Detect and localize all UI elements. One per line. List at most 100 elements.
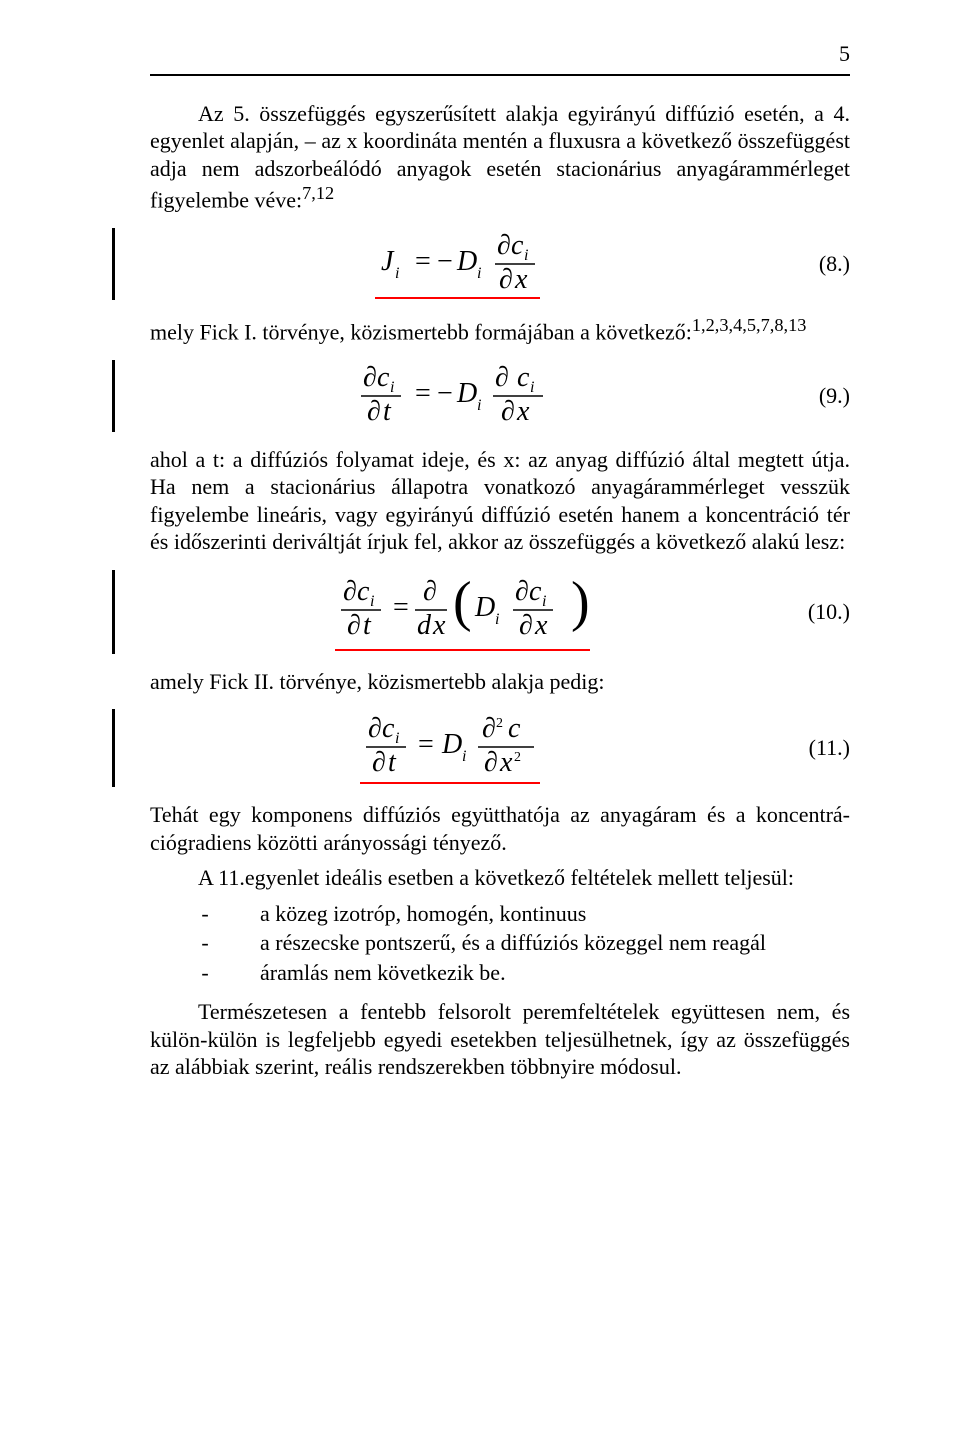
svg-text:∂: ∂ [367, 396, 381, 427]
svg-text:∂: ∂ [495, 362, 509, 393]
equation-8-svg: J i = − D i ∂ c i ∂ x [375, 228, 555, 300]
svg-text:D: D [456, 246, 477, 277]
condition-3: - áramlás nem következik be. [150, 959, 850, 987]
document-page: 5 Az 5. összefüggés egyszerűsített alakj… [0, 0, 960, 1447]
svg-text:D: D [441, 729, 462, 760]
condition-1-text: a közeg izotróp, homogén, kontinuus [260, 900, 850, 928]
equation-9-block: ∂ c i ∂ t = − D i ∂ c i ∂ x [112, 360, 850, 432]
equation-10-block: ∂ c i ∂ t = ∂ d x ( ) D i [112, 570, 850, 654]
svg-text:∂: ∂ [501, 396, 515, 427]
svg-text:2: 2 [496, 716, 503, 731]
equation-marginal-bar [112, 360, 115, 432]
svg-text:(: ( [453, 571, 472, 633]
svg-text:c: c [357, 576, 370, 607]
equation-11: ∂ c i ∂ t = D i ∂ 2 c ∂ x 2 [150, 709, 780, 787]
svg-text:−: − [437, 378, 453, 409]
page-number: 5 [150, 40, 850, 68]
condition-2-text: a részecske pontszerű, és a diffúziós kö… [260, 929, 850, 957]
paragraph-1-text: Az 5. összefüggés egyszerűsített alakja … [150, 101, 850, 213]
svg-text:∂: ∂ [347, 610, 361, 641]
svg-text:i: i [524, 247, 528, 264]
svg-text:∂: ∂ [515, 576, 529, 607]
svg-text:c: c [517, 362, 530, 393]
paragraph-7: Természetesen a fentebb felsorolt peremf… [150, 998, 850, 1081]
paragraph-3: ahol a t: a diffúziós folyamat ideje, és… [150, 446, 850, 556]
svg-text:D: D [474, 592, 495, 623]
dash-bullet: - [150, 900, 260, 928]
svg-text:∂: ∂ [372, 747, 386, 778]
svg-text:i: i [477, 397, 481, 414]
svg-text:D: D [456, 378, 477, 409]
svg-text:c: c [511, 230, 524, 261]
equation-marginal-bar [112, 228, 115, 300]
paragraph-1-citation: 7,12 [302, 183, 334, 203]
svg-text:t: t [363, 610, 372, 641]
paragraph-2-text: mely Fick I. törvénye, közismertebb form… [150, 319, 692, 344]
equation-11-number: (11.) [780, 734, 850, 762]
svg-text:i: i [462, 748, 466, 765]
svg-text:∂: ∂ [482, 713, 496, 744]
svg-text:−: − [437, 246, 453, 277]
equation-marginal-bar [112, 709, 115, 787]
svg-text:): ) [571, 571, 590, 633]
svg-text:=: = [418, 729, 434, 760]
svg-text:c: c [508, 713, 521, 744]
equation-marginal-bar [112, 570, 115, 654]
equation-9-svg: ∂ c i ∂ t = − D i ∂ c i ∂ x [355, 360, 575, 432]
svg-text:x: x [534, 610, 548, 641]
svg-text:x: x [514, 264, 528, 295]
svg-text:c: c [529, 576, 542, 607]
svg-text:i: i [395, 730, 399, 747]
svg-text:i: i [395, 265, 399, 282]
svg-text:∂: ∂ [484, 747, 498, 778]
equation-9-number: (9.) [780, 382, 850, 410]
svg-text:x: x [499, 747, 513, 778]
svg-text:∂: ∂ [368, 713, 382, 744]
condition-3-text: áramlás nem következik be. [260, 959, 850, 987]
svg-text:∂: ∂ [363, 362, 377, 393]
paragraph-6: A 11.egyenlet ideális esetben a következ… [150, 864, 850, 892]
dash-bullet: - [150, 959, 260, 987]
equation-8-block: J i = − D i ∂ c i ∂ x (8.) [112, 228, 850, 300]
dash-bullet: - [150, 929, 260, 957]
svg-text:i: i [530, 379, 534, 396]
svg-text:∂: ∂ [423, 576, 437, 607]
svg-text:c: c [377, 362, 390, 393]
paragraph-2-citation: 1,2,3,4,5,7,8,13 [692, 315, 807, 335]
equation-10: ∂ c i ∂ t = ∂ d x ( ) D i [150, 570, 780, 654]
svg-text:=: = [415, 378, 431, 409]
equation-8-number: (8.) [780, 250, 850, 278]
svg-text:d: d [417, 610, 432, 641]
svg-text:i: i [390, 379, 394, 396]
svg-text:c: c [382, 713, 395, 744]
condition-1: - a közeg izotróp, homogén, kontinuus [150, 900, 850, 928]
equation-11-block: ∂ c i ∂ t = D i ∂ 2 c ∂ x 2 [112, 709, 850, 787]
svg-text:∂: ∂ [499, 264, 513, 295]
equation-11-svg: ∂ c i ∂ t = D i ∂ 2 c ∂ x 2 [360, 709, 570, 787]
svg-text:i: i [542, 593, 546, 610]
svg-text:x: x [516, 396, 530, 427]
svg-text:=: = [393, 592, 409, 623]
paragraph-4: amely Fick II. törvénye, közismertebb al… [150, 668, 850, 696]
svg-text:∂: ∂ [343, 576, 357, 607]
svg-text:t: t [383, 396, 392, 427]
conditions-list: - a közeg izotróp, homogén, kontinuus - … [150, 900, 850, 987]
equation-8: J i = − D i ∂ c i ∂ x [150, 228, 780, 300]
svg-text:i: i [370, 593, 374, 610]
page-rule [150, 74, 850, 76]
equation-10-svg: ∂ c i ∂ t = ∂ d x ( ) D i [335, 570, 595, 654]
condition-2: - a részecske pontszerű, és a diffúziós … [150, 929, 850, 957]
paragraph-5: Tehát egy komponens diffúziós együttható… [150, 801, 850, 856]
paragraph-1: Az 5. összefüggés egyszerűsített alakja … [150, 100, 850, 214]
svg-text:J: J [381, 246, 395, 277]
svg-text:i: i [477, 265, 481, 282]
svg-text:t: t [388, 747, 397, 778]
equation-10-number: (10.) [780, 598, 850, 626]
svg-text:x: x [432, 610, 446, 641]
svg-text:2: 2 [514, 750, 521, 765]
svg-text:i: i [495, 611, 499, 628]
svg-text:∂: ∂ [519, 610, 533, 641]
paragraph-2: mely Fick I. törvénye, közismertebb form… [150, 314, 850, 346]
svg-text:=: = [415, 246, 431, 277]
equation-9: ∂ c i ∂ t = − D i ∂ c i ∂ x [150, 360, 780, 432]
